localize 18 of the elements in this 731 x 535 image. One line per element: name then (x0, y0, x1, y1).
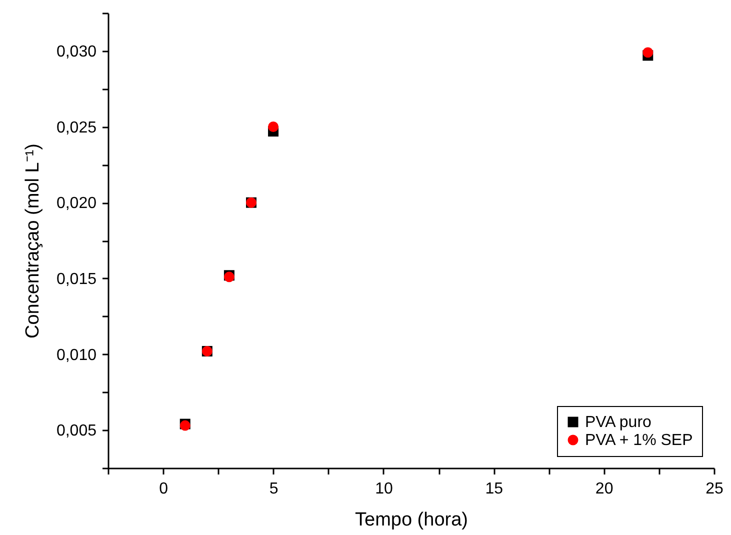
y-axis-title: Concentraçao (mol L⁻¹) (22, 143, 44, 339)
y-tick-label: 0,020 (56, 195, 97, 212)
y-tick-label: 0,010 (56, 346, 97, 364)
x-tick-label: 5 (269, 480, 278, 498)
x-axis-title: Tempo (hora) (355, 510, 468, 530)
y-tick-label: 0,005 (56, 422, 97, 440)
x-tick-label: 10 (375, 480, 393, 498)
legend-label: PVA + 1% SEP (585, 432, 693, 449)
y-tick-label: 0,015 (56, 270, 97, 288)
x-tick-label: 15 (485, 480, 504, 498)
x-tick-label: 20 (595, 480, 614, 498)
x-tick-label: 0 (159, 480, 168, 498)
point (268, 122, 279, 132)
point (642, 47, 654, 58)
y-tick-label: 0,030 (56, 43, 97, 60)
y-tick-label: 0,025 (56, 119, 97, 136)
x-tick-label: 25 (706, 480, 724, 498)
legend-label: PVA puro (585, 414, 652, 431)
